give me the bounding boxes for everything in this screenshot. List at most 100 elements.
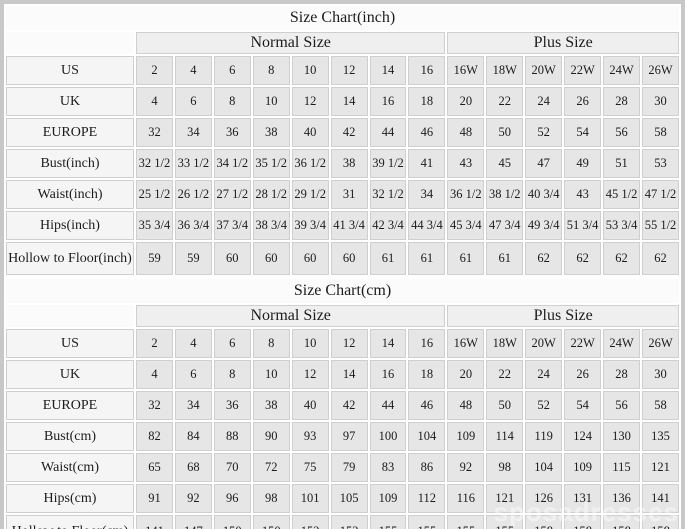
size-cell: 25 1/2 [136, 180, 173, 209]
size-cell: 43 [447, 149, 485, 178]
size-cell: 126 [525, 484, 563, 513]
size-cell: 130 [603, 422, 640, 451]
size-cell: 10 [252, 360, 290, 389]
size-cell: 12 [291, 87, 329, 116]
group-header: Normal Size [136, 305, 446, 327]
size-cell: 40 3/4 [525, 180, 563, 209]
size-cell: 96 [213, 484, 251, 513]
size-cell: 58 [641, 118, 679, 147]
table-row: EUROPE 32 34 36 38 40 42 44 46 48 50 52 54 56 58 [6, 118, 679, 147]
size-cell: 14 [369, 56, 407, 85]
size-cell: 44 [369, 391, 407, 420]
size-cell: 60 [291, 242, 329, 275]
size-cell: 83 [369, 453, 407, 482]
size-cell: 105 [330, 484, 368, 513]
size-cell: 135 [641, 422, 679, 451]
size-cell: 47 1/2 [641, 180, 679, 209]
size-cell: 39 1/2 [369, 149, 407, 178]
size-cell: 109 [369, 484, 407, 513]
size-cell: 49 [564, 149, 602, 178]
table-row: UK 4 6 8 10 12 14 16 18 20 22 24 26 28 30 [6, 360, 679, 389]
size-cell: 104 [408, 422, 446, 451]
size-cell: 53 [641, 149, 679, 178]
size-cell: 44 [369, 118, 407, 147]
size-cell: 38 [252, 391, 290, 420]
size-cell: 150 [252, 515, 290, 529]
size-cell: 16W [447, 329, 485, 358]
size-cell: 52 [525, 118, 563, 147]
size-cell: 62 [564, 242, 602, 275]
size-cell: 50 [486, 118, 524, 147]
size-cell: 58 [641, 391, 679, 420]
size-cell: 18W [486, 329, 524, 358]
size-cell: 88 [213, 422, 251, 451]
size-cell: 141 [641, 484, 679, 513]
size-cell: 112 [408, 484, 446, 513]
size-cell: 20W [525, 329, 563, 358]
size-cell: 98 [252, 484, 290, 513]
size-cell: 35 3/4 [136, 211, 173, 240]
table-row: Hollow to Floor(cm)141147150150152152155… [6, 515, 679, 529]
size-cell: 14 [330, 87, 368, 116]
size-cell: 31 [330, 180, 368, 209]
size-cell: 22 [486, 360, 524, 389]
size-cell: 98 [486, 453, 524, 482]
size-cell: 90 [252, 422, 290, 451]
size-cell: 8 [252, 56, 290, 85]
size-cell: 59 [136, 242, 173, 275]
size-cell: 26W [641, 56, 679, 85]
size-cell: 61 [369, 242, 407, 275]
size-cell: 150 [213, 515, 251, 529]
size-cell: 62 [603, 242, 640, 275]
size-cell: 114 [486, 422, 524, 451]
size-cell: 12 [291, 360, 329, 389]
group-header: Normal Size [136, 32, 446, 54]
size-cell: 51 3/4 [564, 211, 602, 240]
table-row: Hips(cm) 91 92 96 98 101 105 109 112 116 121 126 131… [6, 484, 679, 513]
size-cell: 50 [486, 391, 524, 420]
size-cell: 32 [136, 118, 173, 147]
table-row: Hips(inch) 35 3/4 36 3/4 37 3/4 38 3/4 39 3/4… [6, 211, 679, 240]
size-cell: 46 [408, 118, 446, 147]
size-cell: 116 [447, 484, 485, 513]
size-cell: 155 [369, 515, 407, 529]
size-cell: 6 [213, 329, 251, 358]
size-cell: 41 3/4 [330, 211, 368, 240]
row-label: Hollow to Floor(cm) [6, 515, 134, 529]
row-label: UK [6, 87, 134, 116]
size-cell: 39 3/4 [291, 211, 329, 240]
size-cell: 28 [603, 87, 640, 116]
size-cell: 109 [447, 422, 485, 451]
size-cell: 61 [486, 242, 524, 275]
size-cell: 56 [603, 118, 640, 147]
size-cell: 12 [330, 329, 368, 358]
size-cell: 92 [174, 484, 212, 513]
size-cell: 100 [369, 422, 407, 451]
row-label: Bust(cm) [6, 422, 134, 451]
size-cell: 38 [330, 149, 368, 178]
size-cell: 6 [174, 87, 212, 116]
size-cell: 44 3/4 [408, 211, 446, 240]
size-cell: 20 [447, 360, 485, 389]
size-cell: 16W [447, 56, 485, 85]
size-cell: 55 1/2 [641, 211, 679, 240]
size-cell: 20W [525, 56, 563, 85]
size-cell: 60 [213, 242, 251, 275]
size-cell: 24W [603, 56, 640, 85]
size-cell: 33 1/2 [174, 149, 212, 178]
size-cell: 48 [447, 118, 485, 147]
size-cell: 59 [174, 242, 212, 275]
table-row: Hollow to Floor(inch) 59 59 60 60 60 60 61 61 61 6… [6, 242, 679, 275]
table-row: Waist(cm) 65 68 70 72 75 79 83 86 92 98 104 109 115 12… [6, 453, 679, 482]
size-cell: 8 [252, 329, 290, 358]
row-label: US [6, 329, 134, 358]
size-cell: 54 [564, 118, 602, 147]
size-cell: 79 [330, 453, 368, 482]
size-cell: 45 1/2 [603, 180, 640, 209]
size-cell: 18 [408, 360, 446, 389]
size-cell: 22W [564, 329, 602, 358]
size-cell: 136 [603, 484, 640, 513]
size-cell: 40 [291, 118, 329, 147]
size-cell: 40 [291, 391, 329, 420]
